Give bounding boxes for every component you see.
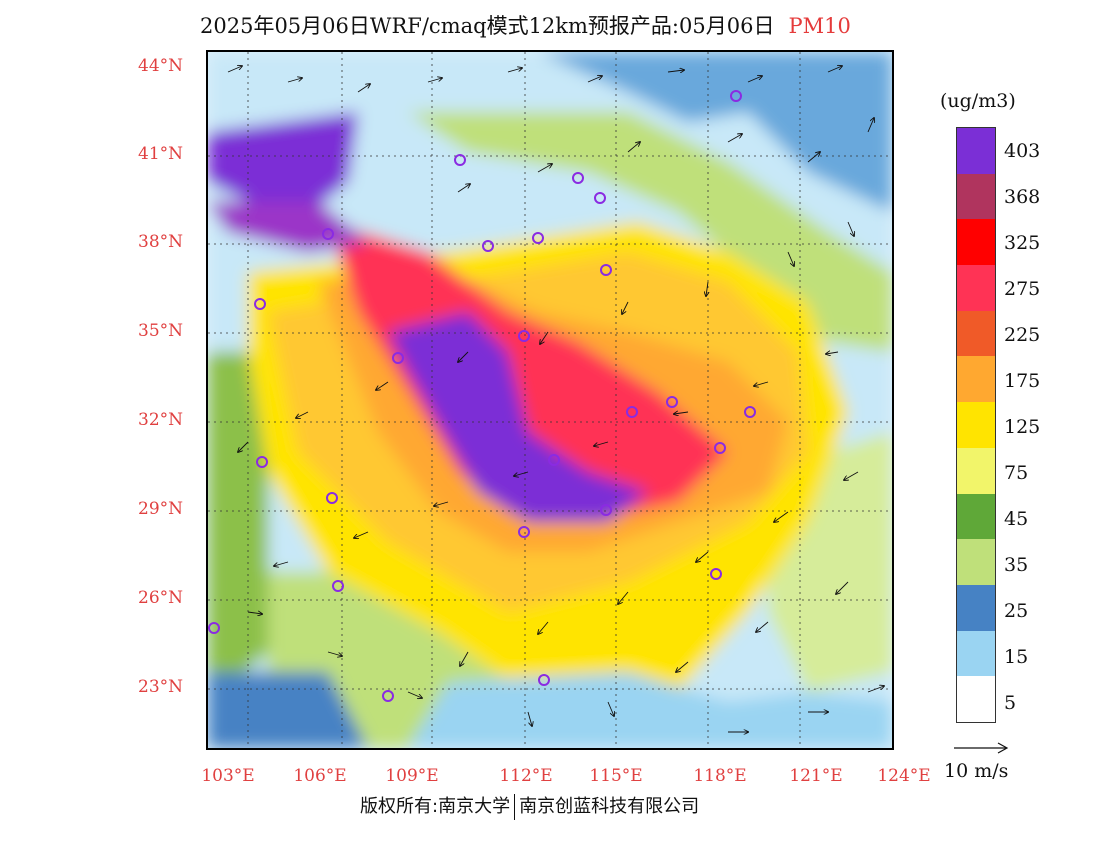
legend-label: 45 [1004, 508, 1029, 530]
cbar-swatch [957, 402, 995, 448]
wind-reference-label: 10 m/s [944, 760, 1009, 782]
lat-label-41: 41°N [138, 144, 184, 164]
cbar-swatch [957, 493, 995, 540]
lat-label-35: 35°N [138, 321, 184, 341]
legend-label: 325 [1004, 232, 1041, 254]
legend-label: 35 [1004, 554, 1029, 576]
wind-vectors [227, 66, 884, 732]
concentration-field [208, 52, 892, 748]
legend-label: 5 [1004, 692, 1017, 714]
legend-label: 275 [1004, 278, 1041, 300]
legend-label: 403 [1004, 140, 1041, 162]
copyright-separator [514, 794, 516, 820]
cbar-swatch [957, 584, 995, 631]
cbar-swatch [957, 219, 995, 266]
copyright: 版权所有:南京大学 南京创蓝科技有限公司 [360, 792, 699, 820]
copyright-left: 版权所有:南京大学 [360, 796, 511, 817]
city-markers [208, 90, 756, 702]
lon-label-124: 124°E [877, 766, 931, 786]
cbar-swatch [957, 128, 995, 174]
pm10-concentration-map [206, 50, 894, 750]
legend-label: 368 [1004, 186, 1041, 208]
cbar-swatch [957, 356, 995, 403]
legend-label: 225 [1004, 324, 1041, 346]
lon-label-118: 118°E [693, 766, 747, 786]
lon-label-109: 109°E [385, 766, 439, 786]
cbar-swatch [957, 630, 995, 677]
lat-label-32: 32°N [138, 410, 184, 430]
legend-unit: (ug/m3) [940, 90, 1016, 112]
graticule [208, 52, 892, 748]
cbar-swatch [957, 310, 995, 357]
pollutant-label: PM10 [788, 14, 851, 38]
title-main: 2025年05月06日WRF/cmaq模式12km预报产品:05月06日 [200, 14, 775, 38]
wind-reference-arrow [954, 742, 1009, 754]
lat-label-23: 23°N [138, 677, 184, 697]
legend-label: 25 [1004, 600, 1029, 622]
cbar-swatch [957, 676, 995, 722]
lon-label-121: 121°E [789, 766, 843, 786]
lat-label-38: 38°N [138, 232, 184, 252]
copyright-right: 南京创蓝科技有限公司 [519, 796, 700, 817]
color-bar [956, 127, 996, 723]
lat-label-44: 44°N [138, 56, 184, 76]
cbar-swatch [957, 447, 995, 494]
map-title: 2025年05月06日WRF/cmaq模式12km预报产品:05月06日 PM10 [200, 10, 920, 40]
cbar-swatch [957, 173, 995, 220]
legend-label: 75 [1004, 462, 1029, 484]
lat-label-26: 26°N [138, 588, 184, 608]
legend-label: 175 [1004, 370, 1041, 392]
legend-label: 15 [1004, 646, 1029, 668]
cbar-swatch [957, 265, 995, 311]
legend-label: 125 [1004, 416, 1041, 438]
lon-label-115: 115°E [589, 766, 643, 786]
cbar-swatch [957, 539, 995, 585]
lon-label-112: 112°E [499, 766, 553, 786]
lon-label-103: 103°E [201, 766, 255, 786]
lon-label-106: 106°E [293, 766, 347, 786]
lat-label-29: 29°N [138, 499, 184, 519]
